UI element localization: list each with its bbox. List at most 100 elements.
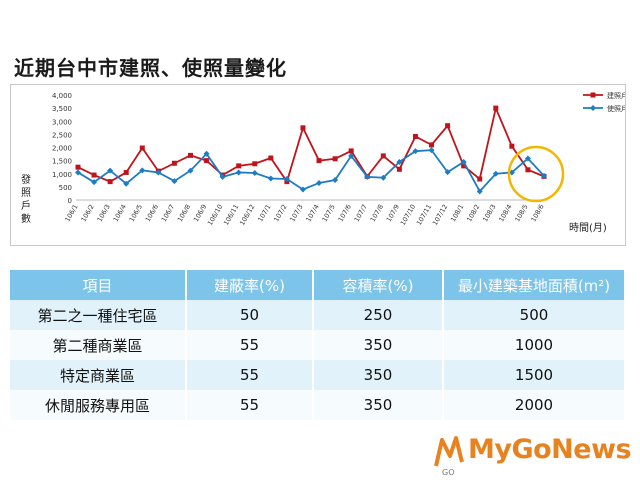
x-tick-label: 106/4 bbox=[112, 203, 128, 223]
y-tick-label: 1,000 bbox=[52, 171, 72, 179]
header-item: 項目 bbox=[10, 270, 187, 300]
cell-coverage: 55 bbox=[186, 330, 314, 360]
data-point-building-permit bbox=[91, 172, 97, 178]
cell-coverage: 50 bbox=[186, 300, 314, 330]
x-tick-label: 107/3 bbox=[288, 203, 304, 223]
header-min-site-area: 最小建築基地面積(m²) bbox=[443, 270, 624, 300]
x-tick-label: 106/6 bbox=[144, 203, 160, 223]
data-point-building-permit bbox=[429, 142, 435, 148]
x-tick-label: 106/9 bbox=[192, 203, 208, 223]
x-tick-label: 106/3 bbox=[96, 203, 112, 223]
data-point-building-permit bbox=[509, 143, 515, 149]
data-point-usage-permit bbox=[476, 188, 483, 195]
data-point-building-permit bbox=[268, 155, 274, 161]
data-point-building-permit bbox=[171, 160, 177, 166]
data-point-building-permit bbox=[252, 161, 258, 167]
legend-marker bbox=[590, 105, 596, 111]
highlight-circle bbox=[507, 145, 565, 203]
table-row: 特定商業區 55 350 1500 bbox=[10, 360, 624, 390]
x-tick-label: 108/2 bbox=[465, 203, 481, 223]
data-point-building-permit bbox=[525, 167, 531, 173]
data-point-usage-permit bbox=[444, 169, 451, 176]
data-point-usage-permit bbox=[107, 167, 114, 174]
data-point-building-permit bbox=[204, 158, 210, 164]
data-point-usage-permit bbox=[412, 148, 419, 155]
logo-mark-icon: GO bbox=[434, 436, 464, 476]
data-point-usage-permit bbox=[524, 155, 531, 162]
data-point-usage-permit bbox=[171, 178, 178, 185]
zoning-table: 項目 建蔽率(%) 容積率(%) 最小建築基地面積(m²) 第二之一種住宅區 5… bbox=[10, 270, 624, 420]
data-point-building-permit bbox=[461, 163, 467, 169]
data-point-building-permit bbox=[493, 105, 499, 111]
y-axis-title-char: 照 bbox=[21, 187, 31, 199]
cell-item: 特定商業區 bbox=[10, 360, 187, 390]
data-point-building-permit bbox=[332, 156, 338, 162]
x-tick-label: 107/7 bbox=[353, 203, 369, 223]
data-point-usage-permit bbox=[139, 167, 146, 174]
x-tick-label: 106/7 bbox=[160, 203, 176, 223]
x-tick-label: 108/3 bbox=[481, 203, 497, 223]
table-row: 第二種商業區 55 350 1000 bbox=[10, 330, 624, 360]
x-tick-label: 107/9 bbox=[385, 203, 401, 223]
x-tick-label: 106/12 bbox=[238, 203, 256, 227]
y-tick-label: 1,500 bbox=[52, 158, 72, 166]
x-tick-label: 106/5 bbox=[128, 203, 144, 223]
x-tick-label: 106/2 bbox=[80, 203, 96, 223]
y-axis-title-char: 發 bbox=[21, 173, 31, 186]
cell-far: 250 bbox=[313, 300, 444, 330]
data-point-usage-permit bbox=[332, 177, 339, 184]
cell-far: 350 bbox=[313, 360, 444, 390]
y-tick-label: 3,500 bbox=[52, 105, 72, 113]
cell-item: 第二種商業區 bbox=[10, 330, 187, 360]
cell-far: 350 bbox=[313, 330, 444, 360]
y-tick-label: 4,000 bbox=[52, 92, 72, 100]
data-point-usage-permit bbox=[299, 186, 306, 193]
data-point-usage-permit bbox=[283, 176, 290, 182]
table-header-row: 項目 建蔽率(%) 容積率(%) 最小建築基地面積(m²) bbox=[10, 270, 624, 300]
data-point-usage-permit bbox=[492, 170, 499, 177]
cell-min-area: 1000 bbox=[443, 330, 624, 360]
data-point-usage-permit bbox=[348, 152, 355, 159]
data-point-building-permit bbox=[75, 164, 81, 170]
mygonews-logo: GO MyGoNews bbox=[432, 432, 632, 476]
data-point-usage-permit bbox=[75, 169, 81, 176]
data-point-usage-permit bbox=[251, 169, 258, 176]
x-axis-label: 時間(月) bbox=[569, 222, 607, 234]
data-point-building-permit bbox=[412, 133, 418, 139]
y-tick-label: 3,000 bbox=[52, 118, 72, 126]
x-tick-label: 106/1 bbox=[63, 203, 79, 223]
chart-panel: 發照戶數 0 500 1,000 1,500 2,000 2,500 3,000 3,500 4… bbox=[10, 84, 626, 246]
cell-min-area: 1500 bbox=[443, 360, 624, 390]
data-point-usage-permit bbox=[219, 173, 226, 180]
data-point-usage-permit bbox=[203, 150, 210, 157]
x-tick-label: 107/1 bbox=[256, 203, 272, 223]
x-tick-label: 108/1 bbox=[449, 203, 465, 223]
y-tick-label: 2,500 bbox=[52, 131, 72, 139]
y-axis-title-char: 數 bbox=[21, 212, 31, 225]
data-point-building-permit bbox=[123, 169, 129, 175]
x-tick-label: 108/4 bbox=[497, 203, 513, 223]
x-tick-label: 107/2 bbox=[272, 203, 288, 223]
data-point-usage-permit bbox=[316, 179, 323, 186]
x-tick-label: 107/6 bbox=[337, 203, 353, 223]
x-tick-label: 107/4 bbox=[304, 203, 320, 223]
cell-item: 休閒服務專用區 bbox=[10, 390, 187, 420]
data-point-building-permit bbox=[477, 176, 483, 182]
header-coverage-ratio: 建蔽率(%) bbox=[186, 270, 314, 300]
legend-marker bbox=[590, 92, 596, 98]
data-point-building-permit bbox=[445, 123, 451, 129]
x-tick-label: 108/6 bbox=[529, 203, 545, 223]
data-point-building-permit bbox=[348, 148, 354, 154]
data-point-usage-permit bbox=[267, 175, 274, 182]
logo-text: MyGoNews bbox=[468, 434, 632, 465]
cell-coverage: 55 bbox=[186, 360, 314, 390]
y-tick-label: 500 bbox=[59, 184, 72, 192]
data-point-usage-permit bbox=[235, 169, 242, 176]
logo-sub-text: GO bbox=[442, 468, 455, 476]
legend-label: 使照戶數 bbox=[607, 104, 625, 113]
table-row: 第二之一種住宅區 50 250 500 bbox=[10, 300, 624, 330]
data-point-building-permit bbox=[300, 125, 306, 131]
header-floor-area-ratio: 容積率(%) bbox=[313, 270, 444, 300]
data-point-building-permit bbox=[316, 158, 322, 164]
